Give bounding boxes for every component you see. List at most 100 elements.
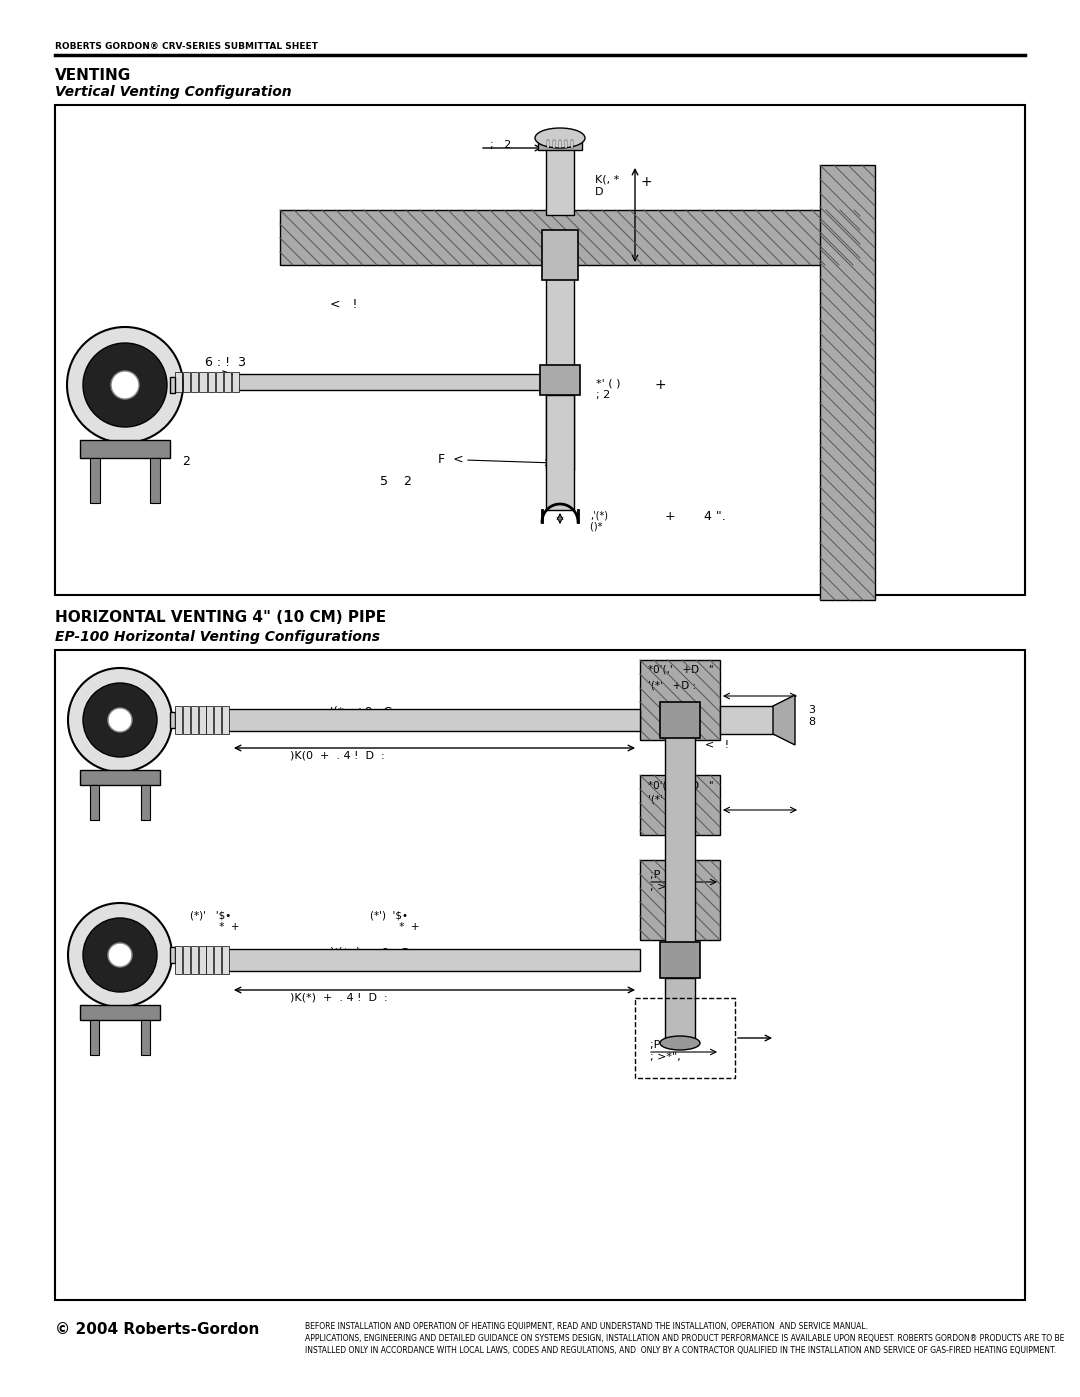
Bar	[175, 705, 183, 733]
Text: BEFORE INSTALLATION AND OPERATION OF HEATING EQUIPMENT, READ AND UNDERSTAND THE : BEFORE INSTALLATION AND OPERATION OF HEA…	[305, 1322, 868, 1331]
Text: VENTING: VENTING	[55, 68, 132, 82]
Bar	[214, 946, 221, 974]
Bar	[207, 372, 215, 393]
Bar	[222, 705, 229, 733]
Ellipse shape	[535, 129, 585, 148]
Bar	[635, 997, 735, 1078]
Text: APPLICATIONS, ENGINEERING AND DETAILED GUIDANCE ON SYSTEMS DESIGN, INSTALLATION : APPLICATIONS, ENGINEERING AND DETAILED G…	[305, 1334, 1065, 1343]
Bar	[191, 372, 199, 393]
Bar	[170, 712, 175, 728]
Bar	[546, 136, 573, 215]
Circle shape	[108, 708, 132, 732]
Text: *' ( )
; 2: *' ( ) ; 2	[596, 379, 621, 400]
Bar	[232, 372, 239, 393]
Bar	[559, 140, 561, 148]
Bar	[542, 231, 578, 279]
Text: 3
8: 3 8	[808, 705, 815, 726]
Bar	[200, 372, 206, 393]
Bar	[191, 946, 198, 974]
Text: +: +	[665, 510, 676, 522]
Text: ;   2: ; 2	[490, 140, 511, 149]
Polygon shape	[773, 694, 795, 745]
Circle shape	[83, 683, 157, 757]
Ellipse shape	[660, 1037, 700, 1051]
Bar	[225, 949, 640, 971]
Bar	[538, 138, 582, 149]
Bar	[55, 105, 1025, 595]
Circle shape	[83, 344, 167, 427]
Bar	[280, 210, 860, 265]
Text: 6 : !  3: 6 : ! 3	[205, 356, 246, 369]
Bar	[225, 710, 640, 731]
Bar	[184, 372, 190, 393]
Bar	[640, 775, 720, 835]
Bar	[820, 165, 875, 599]
Bar	[175, 372, 183, 393]
Bar	[553, 140, 555, 148]
Text: +: +	[654, 379, 666, 393]
Text: © 2004 Roberts-Gordon: © 2004 Roberts-Gordon	[55, 1322, 259, 1337]
Circle shape	[68, 902, 172, 1007]
Text: )K(*)  +  . 4 !  D  :: )K(*) + . 4 ! D :	[291, 992, 388, 1002]
Bar	[90, 1020, 99, 1055]
Bar	[80, 770, 160, 785]
Bar	[206, 705, 214, 733]
Circle shape	[108, 943, 132, 967]
Text: (*)'   '$•
         *  +: (*)' '$• * +	[190, 909, 240, 932]
Bar	[90, 785, 99, 820]
Bar	[546, 395, 573, 469]
Bar	[235, 374, 540, 390]
Text: ;P   <
; >*": ;P < ; >*"	[650, 870, 680, 891]
Text: ,'(*)
()*: ,'(*) ()*	[590, 510, 608, 532]
Bar	[183, 705, 190, 733]
Bar	[175, 946, 183, 974]
Text: 4 ".: 4 ".	[700, 510, 726, 522]
Text: *0'(,'   +D   ": *0'(,' +D "	[648, 780, 714, 789]
Text: INSTALLED ONLY IN ACCORDANCE WITH LOCAL LAWS, CODES AND REGULATIONS, AND  ONLY B: INSTALLED ONLY IN ACCORDANCE WITH LOCAL …	[305, 1345, 1056, 1355]
Bar	[80, 1004, 160, 1020]
Text: ;P   <
; >*",: ;P < ; >*",	[650, 1039, 680, 1062]
Bar	[660, 703, 700, 738]
Bar	[199, 705, 205, 733]
Circle shape	[67, 327, 183, 443]
Text: )K(0  +  . 4 !  D  :: )K(0 + . 4 ! D :	[291, 750, 384, 760]
Bar	[660, 942, 700, 978]
Bar	[55, 650, 1025, 1301]
Bar	[546, 140, 549, 148]
Bar	[183, 946, 190, 974]
Text: F  <: F <	[438, 453, 463, 467]
Bar	[80, 440, 170, 458]
Bar	[565, 140, 567, 148]
Bar	[199, 946, 205, 974]
Text: HORIZONTAL VENTING 4" (10 CM) PIPE: HORIZONTAL VENTING 4" (10 CM) PIPE	[55, 610, 387, 624]
Bar	[191, 705, 198, 733]
Text: *0'(,'   +D   ": *0'(,' +D "	[648, 665, 714, 675]
Text: K(, *
D: K(, * D	[595, 175, 619, 197]
Text: EP-100 Horizontal Venting Configurations: EP-100 Horizontal Venting Configurations	[55, 630, 380, 644]
Bar	[216, 372, 222, 393]
Bar	[571, 140, 573, 148]
Bar	[546, 265, 573, 395]
Text: )'(*  )   +8   G: )'(* ) +8 G	[330, 947, 409, 960]
Text: ROBERTS GORDON® CRV-SERIES SUBMITTAL SHEET: ROBERTS GORDON® CRV-SERIES SUBMITTAL SHE…	[55, 42, 318, 52]
Bar	[141, 1020, 150, 1055]
Text: +: +	[640, 175, 651, 189]
Circle shape	[111, 372, 139, 400]
Bar	[640, 861, 720, 940]
Bar	[224, 372, 231, 393]
Text: <   !: < !	[705, 740, 729, 750]
Bar	[170, 377, 175, 393]
Bar	[141, 785, 150, 820]
Bar	[222, 946, 229, 974]
Bar	[720, 705, 775, 733]
Text: '(*   +8   G: '(* +8 G	[330, 705, 393, 719]
Text: '(*'   +D :: '(*' +D :	[648, 680, 697, 690]
Circle shape	[68, 668, 172, 773]
Bar	[90, 458, 100, 503]
Text: <   !: < !	[330, 298, 357, 312]
Bar	[540, 365, 580, 395]
Bar	[170, 947, 175, 963]
Bar	[150, 458, 160, 503]
Text: '(*'   +D :: '(*' +D :	[648, 795, 697, 805]
Bar	[206, 946, 214, 974]
